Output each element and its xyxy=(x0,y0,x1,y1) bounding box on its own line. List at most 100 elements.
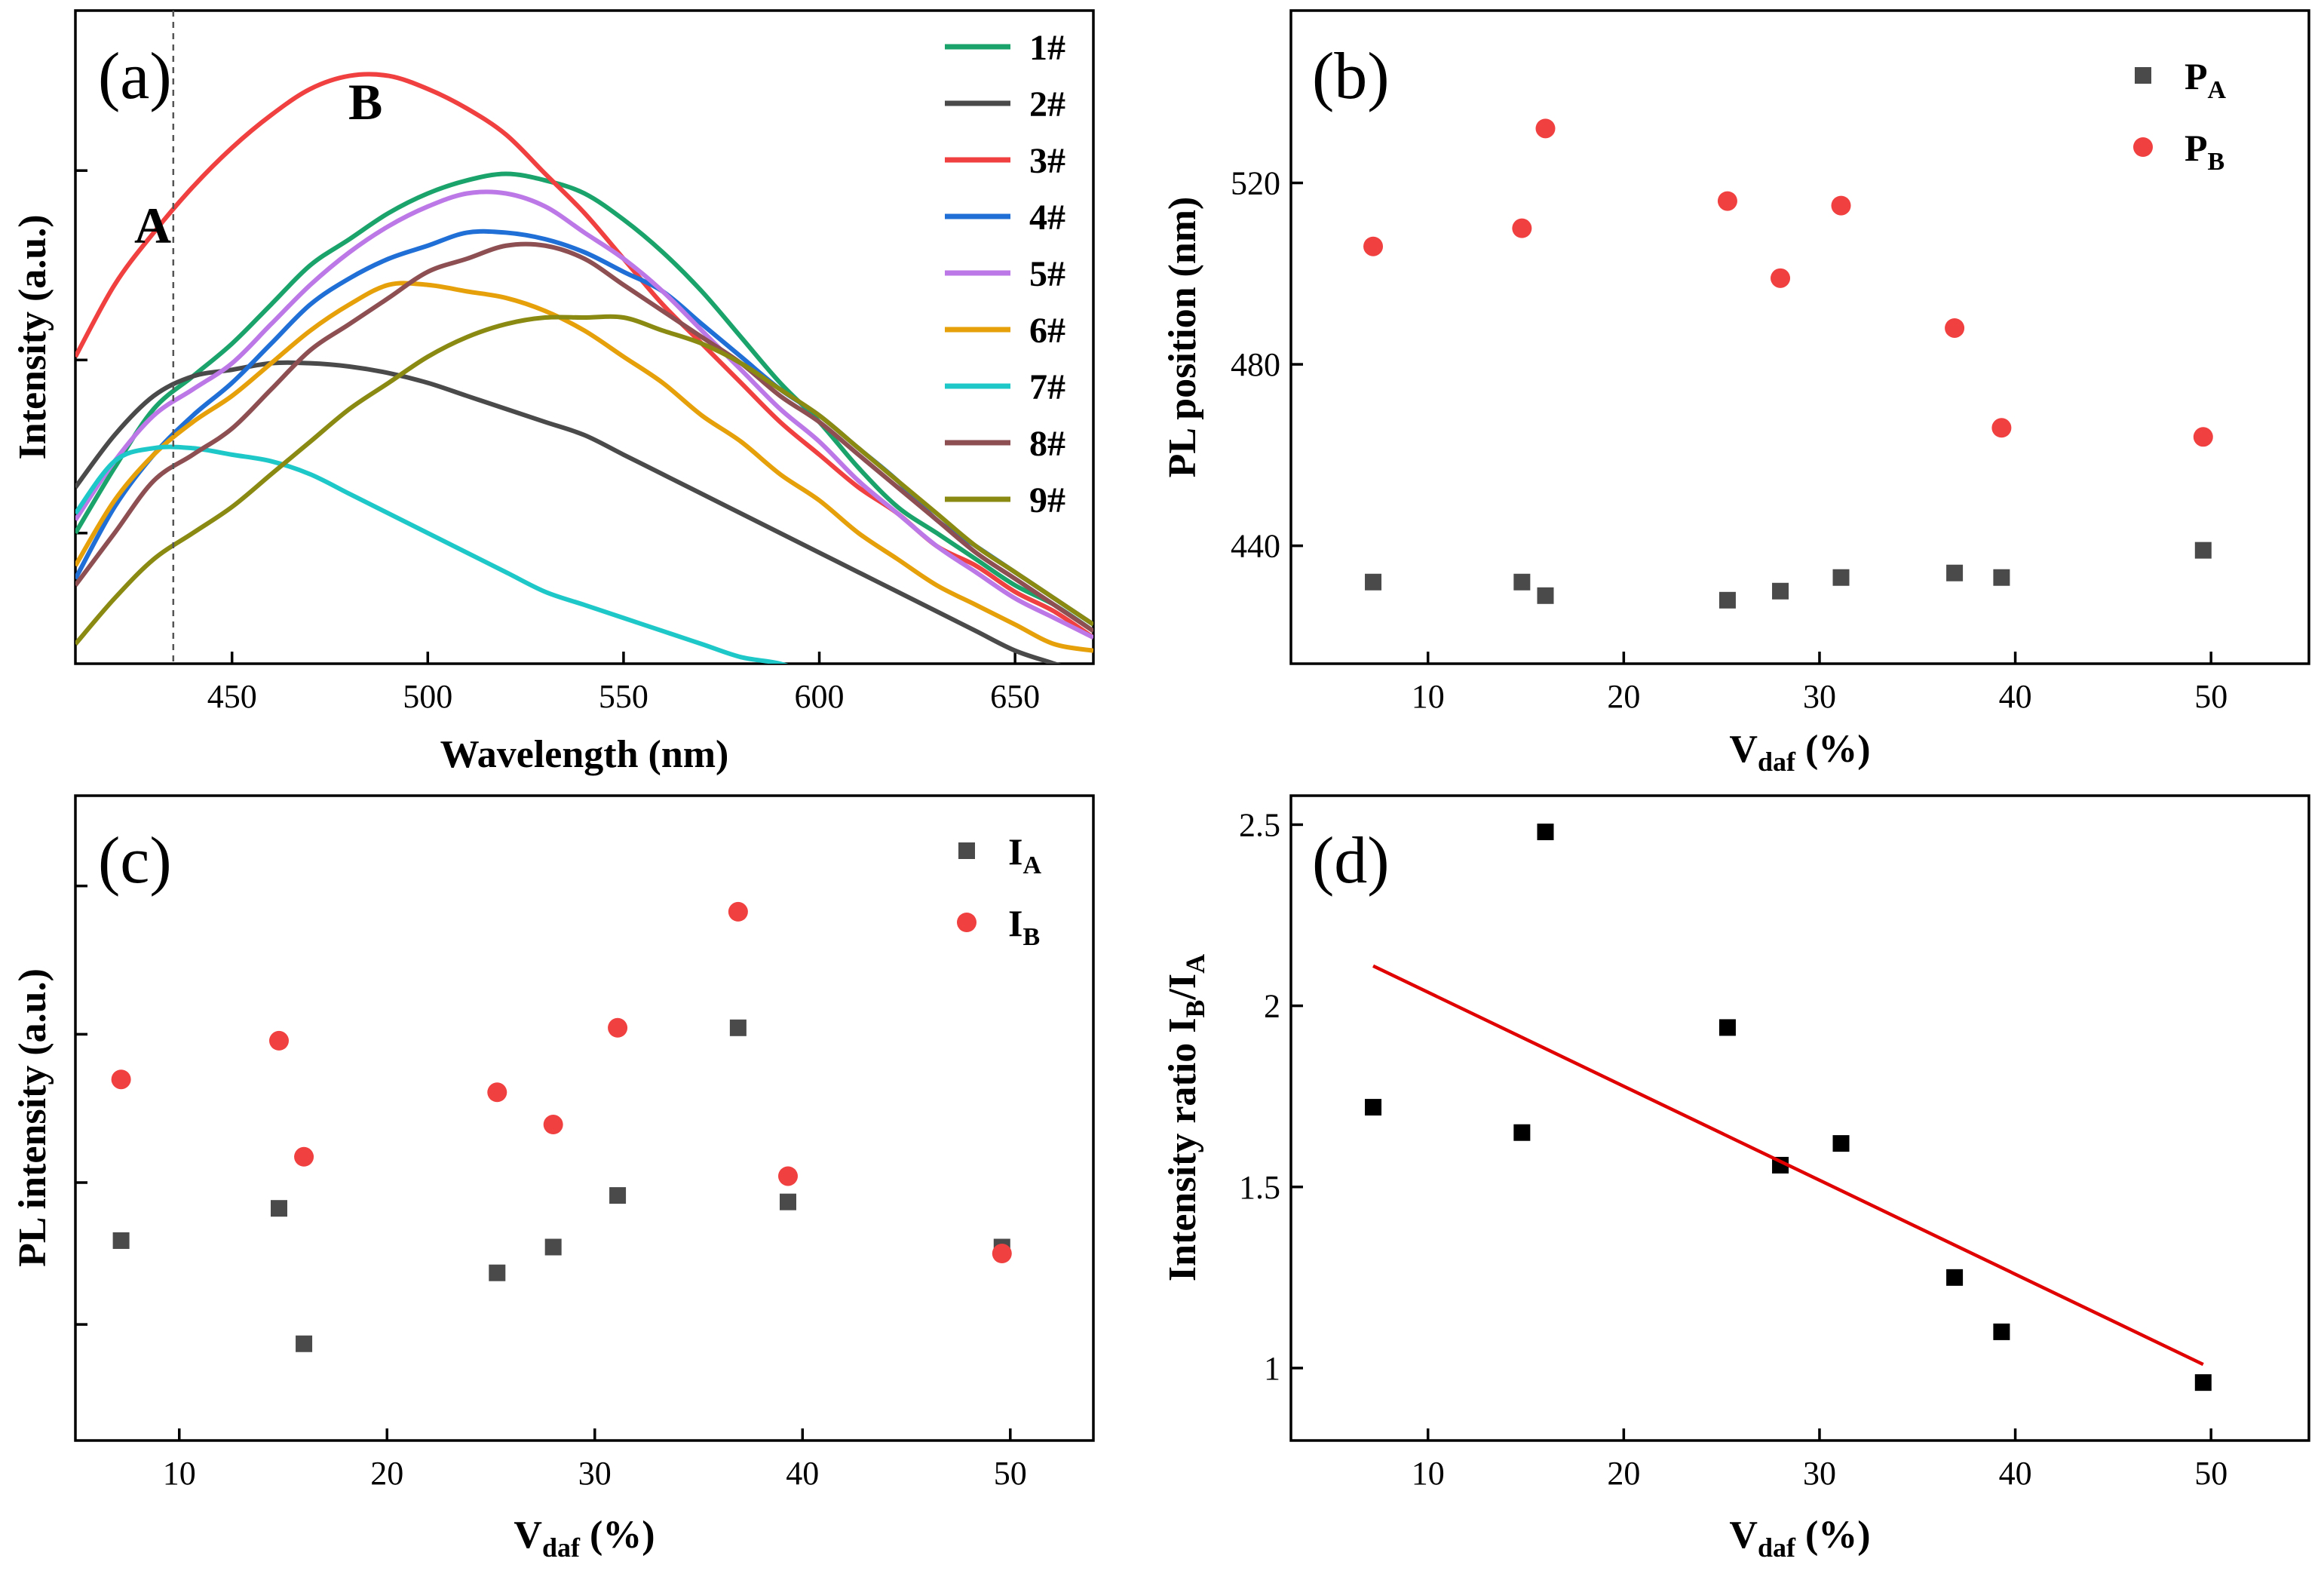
y-tick-label: 440 xyxy=(1231,528,1280,565)
panel-d-axes: 10 20 30 40 50 1 1.5 2 2.5 xyxy=(1239,806,2227,1492)
panel-d-ylabel-main: Intensity ratio I xyxy=(1161,1018,1204,1282)
data-point-A xyxy=(296,1335,313,1352)
data-point-ratio xyxy=(1513,1124,1531,1141)
legend-label-sub: B xyxy=(2208,148,2225,176)
panel-c-xlabel-sub: daf xyxy=(542,1533,581,1563)
panel-c-frame xyxy=(74,794,1095,1442)
legend-label-A: PA xyxy=(2184,55,2227,104)
data-point-ratio xyxy=(1946,1269,1964,1286)
data-point-A xyxy=(1513,573,1531,591)
data-point-ratio xyxy=(1365,1099,1382,1116)
x-tick-label: 50 xyxy=(2194,1455,2227,1492)
panel-c-ylabel: PL intensity (a.u.) xyxy=(11,968,54,1267)
x-tick-label: 40 xyxy=(1999,678,2032,715)
data-point-ratio xyxy=(2194,1374,2212,1391)
legend-label-7#: 7# xyxy=(1029,367,1065,407)
series-line-2# xyxy=(75,360,1062,664)
data-point-B xyxy=(992,1244,1012,1264)
data-point-B xyxy=(269,1030,289,1051)
legend-label-sub: A xyxy=(1022,851,1041,879)
legend-label-B: PB xyxy=(2184,127,2224,176)
x-tick-label: 10 xyxy=(1412,678,1445,715)
data-point-B xyxy=(1363,236,1384,256)
panel-d: 10 20 30 40 50 1 1.5 2 2.5 (d) Vdaf (%) Intensit… xyxy=(1161,794,2310,1563)
panel-a-frame xyxy=(74,9,1095,665)
data-point-A xyxy=(2194,542,2212,559)
x-tick-label: 20 xyxy=(1607,1455,1640,1492)
legend-label-5#: 5# xyxy=(1029,254,1065,294)
data-point-A xyxy=(271,1200,287,1217)
legend-label-main: P xyxy=(2184,55,2208,97)
series-line-4# xyxy=(75,229,1093,627)
data-point-B xyxy=(1535,118,1556,139)
x-tick-label: 50 xyxy=(994,1455,1027,1492)
panel-b-axes: 10 20 30 40 50 440 480 520 xyxy=(1231,165,2227,715)
x-tick-label: 40 xyxy=(786,1455,819,1492)
x-tick-label: 30 xyxy=(1803,678,1836,715)
data-point-ratio xyxy=(1832,1135,1850,1152)
x-tick-label: 50 xyxy=(2194,678,2227,715)
panel-d-label: (d) xyxy=(1312,824,1390,897)
legend-label-3#: 3# xyxy=(1029,141,1065,181)
x-tick-label: 10 xyxy=(1412,1455,1445,1492)
panel-d-fit-line xyxy=(1372,964,2204,1367)
y-tick-label: 520 xyxy=(1231,165,1280,202)
x-tick-label: 10 xyxy=(163,1455,196,1492)
y-tick-label: 2 xyxy=(1264,988,1280,1025)
data-point-A xyxy=(1772,582,1789,600)
panel-a-ylabel: Intensity (a.u.) xyxy=(11,214,54,459)
legend-label-A: IA xyxy=(1008,830,1041,879)
panel-d-ylabel-sub1: B xyxy=(1180,1000,1210,1018)
data-point-A xyxy=(544,1238,562,1256)
series-line-9# xyxy=(75,314,1093,646)
x-tick-label: 20 xyxy=(1607,678,1640,715)
x-tick-label: 30 xyxy=(578,1455,612,1492)
legend-label-4#: 4# xyxy=(1029,198,1065,238)
data-point-A xyxy=(112,1232,130,1249)
panel-c-series xyxy=(111,901,1012,1352)
x-tick-label: 650 xyxy=(990,678,1040,715)
legend-label-sub: A xyxy=(2208,76,2227,104)
data-point-A xyxy=(1832,569,1850,586)
legend-label-9#: 9# xyxy=(1029,480,1065,520)
data-point-B xyxy=(2193,427,2213,447)
data-point-B xyxy=(778,1166,798,1186)
data-point-B xyxy=(608,1017,628,1038)
data-point-A xyxy=(729,1019,747,1036)
legend-label-6#: 6# xyxy=(1029,311,1065,351)
legend-label-2#: 2# xyxy=(1029,84,1065,124)
panel-b-frame xyxy=(1289,9,2310,665)
data-point-A xyxy=(780,1193,796,1210)
panel-d-xlabel-suffix: (%) xyxy=(1795,1514,1871,1557)
panel-b-xlabel-sub: daf xyxy=(1758,747,1796,777)
panel-c-xlabel-main: V xyxy=(514,1514,542,1557)
y-tick-label: 1 xyxy=(1264,1350,1280,1387)
panel-d-ylabel-sub2: A xyxy=(1180,954,1210,974)
series-line-6# xyxy=(75,281,1093,653)
data-point-A xyxy=(489,1264,506,1281)
x-tick-label: 40 xyxy=(1999,1455,2032,1492)
data-point-B xyxy=(728,901,748,922)
series-line-1# xyxy=(75,171,1093,634)
panel-c-axes: 10 20 30 40 50 xyxy=(75,884,1027,1492)
data-point-B xyxy=(1771,268,1791,288)
data-point-B xyxy=(294,1146,314,1167)
legend-label-8#: 8# xyxy=(1029,424,1065,464)
panel-d-xlabel-main: V xyxy=(1729,1514,1758,1557)
panel-a-series xyxy=(75,72,1093,664)
panel-a-xlabel: Wavelength (nm) xyxy=(440,733,729,776)
legend-marker-A xyxy=(958,842,975,859)
x-tick-label: 450 xyxy=(207,678,257,715)
panel-d-xlabel: Vdaf (%) xyxy=(1729,1514,1870,1563)
data-point-B xyxy=(487,1082,507,1103)
legend-label-B: IB xyxy=(1008,902,1040,951)
y-tick-label: 480 xyxy=(1231,346,1280,383)
legend-marker-A xyxy=(2135,67,2151,84)
panel-d-ylabel-mid: /I xyxy=(1161,974,1204,1001)
panel-d-xlabel-sub: daf xyxy=(1758,1533,1796,1563)
panel-b-series xyxy=(1363,118,2213,609)
legend-label-main: P xyxy=(2184,127,2208,169)
panel-a: 450 500 550 600 650 1# 2# 3# 4# 5# 6# 7# 8# 9# (a) A… xyxy=(11,9,1095,776)
